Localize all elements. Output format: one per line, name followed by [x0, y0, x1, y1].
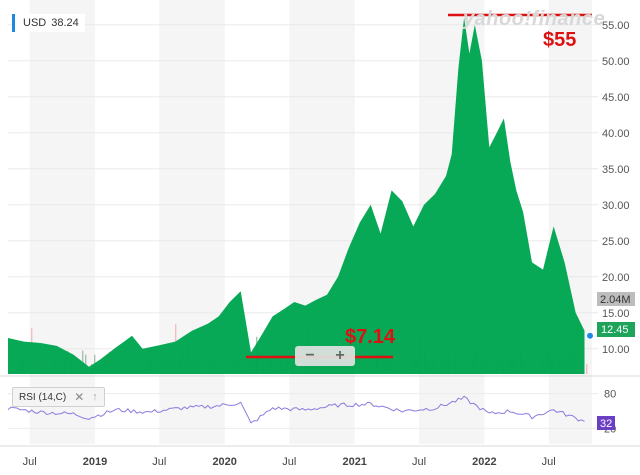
currency-label: USD [23, 17, 47, 29]
rsi-label: RSI (14,C) [19, 391, 67, 403]
price-area [8, 17, 585, 374]
rsi-level-label: 80 [604, 389, 616, 401]
y-tick-label: 10.00 [602, 344, 630, 356]
y-tick-label: 50.00 [602, 56, 630, 68]
last-price-marker [586, 331, 594, 340]
time-axis: Jul 2019 Jul 2020 Jul 2021 Jul 2022 Jul [23, 456, 556, 468]
annotations: $55 $7.14 [246, 13, 594, 359]
rsi-value-badge [597, 416, 615, 430]
high-price-label: $55 [543, 29, 576, 51]
currency-value: 38.24 [51, 17, 79, 29]
time-band [548, 0, 592, 444]
currency-badge: USD 38.24 [12, 14, 85, 32]
y-tick-label: 30.00 [602, 200, 630, 212]
time-band [29, 0, 96, 444]
y-tick-label: 55.00 [602, 20, 630, 32]
zoom-navigator[interactable]: − + [295, 346, 355, 366]
last-price-badge-label: 12.45 [601, 324, 629, 336]
x-tick-label: 2022 [472, 456, 496, 468]
low-price-label: $7.14 [345, 326, 396, 348]
volume-bar [586, 364, 588, 374]
volume-badge-label: 2.04M [600, 294, 631, 306]
price-axis: 55.00 50.00 45.00 40.00 35.00 30.00 25.00 20.00… [602, 20, 630, 356]
x-tick-label: 2021 [342, 456, 366, 468]
time-band [289, 0, 355, 444]
zoom-in-button[interactable]: + [335, 347, 345, 364]
rsi-value-badge-label: 32 [600, 418, 612, 430]
x-tick-label: Jul [282, 456, 296, 468]
x-tick-label: 2019 [83, 456, 107, 468]
rsi-indicator-chip[interactable]: RSI (14,C) ✕ ↑ [12, 387, 105, 407]
y-tick-label: 15.00 [602, 308, 630, 320]
yahoo-finance-watermark: yahoo!finance [463, 8, 606, 30]
y-tick-label: 20.00 [602, 272, 630, 284]
rsi-line [7, 395, 585, 424]
volume-badge [597, 292, 635, 306]
x-tick-label: 2020 [212, 456, 236, 468]
x-tick-label: Jul [412, 456, 426, 468]
rsi-panel: 8020 [0, 375, 640, 447]
axis-badges: 2.04M 12.45 32 [597, 292, 635, 430]
arrow-up-icon[interactable]: ↑ [92, 391, 98, 403]
time-band [159, 0, 225, 444]
last-price-badge [597, 322, 635, 337]
y-tick-label: 45.00 [602, 92, 630, 104]
y-tick-label: 40.00 [602, 128, 630, 140]
close-icon[interactable]: ✕ [74, 390, 85, 404]
x-tick-label: Jul [152, 456, 166, 468]
x-tick-label: Jul [23, 456, 37, 468]
y-tick-label: 25.00 [602, 236, 630, 248]
zoom-out-button[interactable]: − [305, 347, 315, 364]
y-tick-label: 35.00 [602, 164, 630, 176]
x-tick-label: Jul [542, 456, 556, 468]
